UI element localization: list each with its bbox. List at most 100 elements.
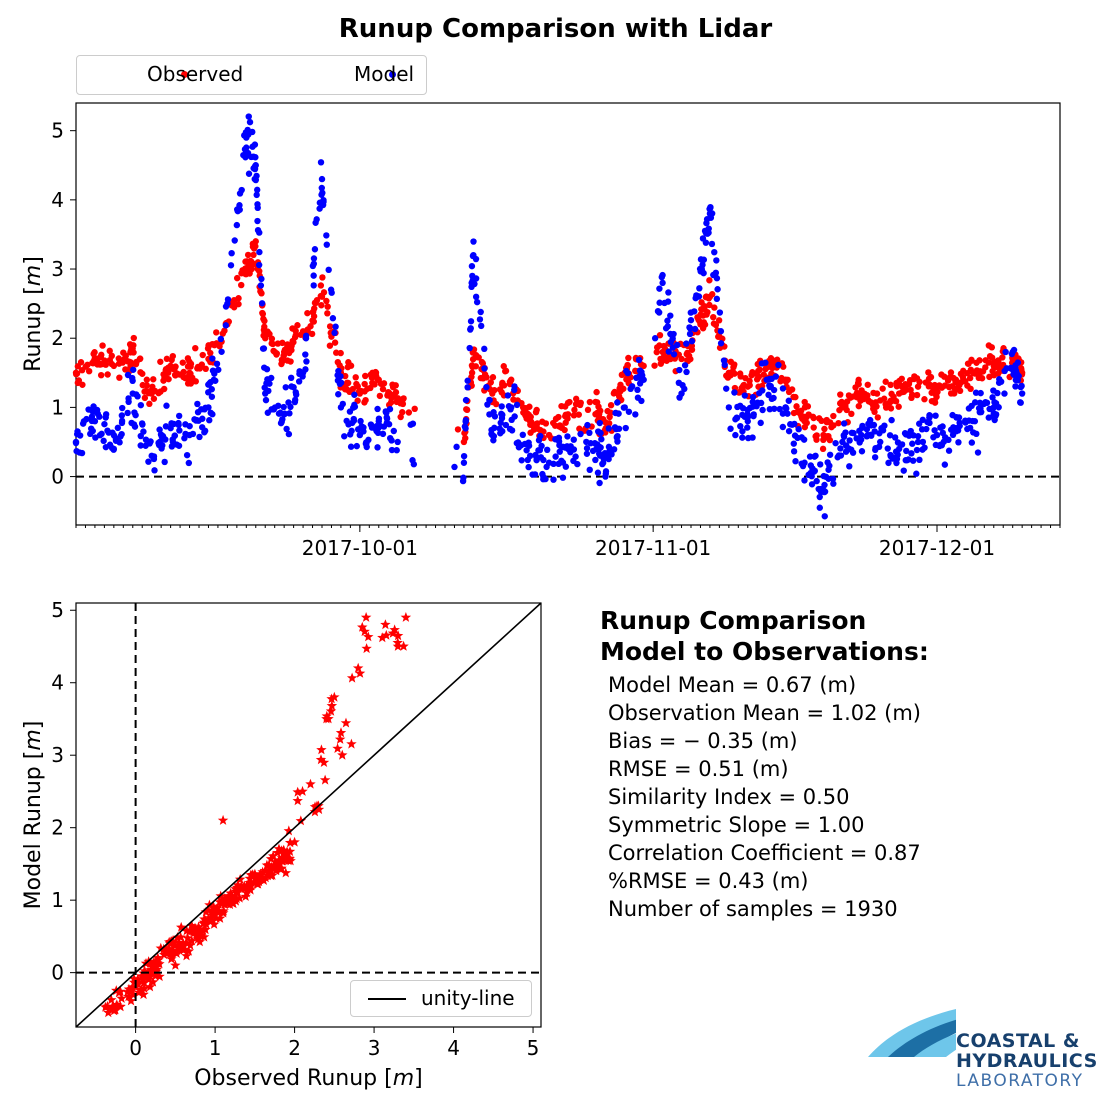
data-point xyxy=(959,373,967,381)
data-point xyxy=(283,425,290,433)
data-point xyxy=(114,424,122,432)
data-point xyxy=(817,461,824,468)
data-point xyxy=(859,422,866,430)
data-point xyxy=(887,397,894,404)
star-marker xyxy=(326,700,338,711)
star-marker xyxy=(176,921,187,932)
star-marker xyxy=(211,903,222,914)
data-point xyxy=(213,329,220,336)
data-point xyxy=(757,419,764,427)
data-point xyxy=(478,322,485,330)
data-point xyxy=(369,379,376,387)
data-point xyxy=(819,445,827,453)
data-point xyxy=(972,389,980,396)
data-point xyxy=(85,406,92,413)
data-point xyxy=(792,458,799,465)
data-point xyxy=(289,325,296,332)
data-point xyxy=(888,390,895,398)
data-point xyxy=(577,430,584,438)
star-marker xyxy=(206,915,217,926)
star-marker xyxy=(102,1000,113,1011)
data-point xyxy=(287,403,294,411)
data-point xyxy=(621,404,628,411)
data-point xyxy=(1012,376,1020,384)
data-point xyxy=(199,351,206,359)
data-point xyxy=(928,397,936,405)
data-point xyxy=(711,248,718,256)
data-point xyxy=(1002,348,1009,356)
star-marker xyxy=(151,956,162,966)
data-point xyxy=(224,296,232,303)
star-marker xyxy=(346,672,358,683)
data-point xyxy=(710,313,717,321)
data-point xyxy=(533,453,540,461)
data-point xyxy=(84,361,91,369)
data-point xyxy=(472,293,480,301)
data-point xyxy=(692,294,699,302)
star-marker xyxy=(166,935,178,946)
data-point xyxy=(347,443,355,450)
data-point xyxy=(744,424,751,431)
data-point xyxy=(537,426,544,434)
data-point xyxy=(309,262,317,270)
star-marker xyxy=(334,733,346,744)
data-point xyxy=(170,420,177,428)
data-point xyxy=(612,409,619,417)
data-point xyxy=(291,398,299,406)
data-point xyxy=(97,353,104,361)
data-point xyxy=(543,446,551,454)
data-point xyxy=(252,176,260,184)
data-point xyxy=(110,445,118,453)
star-marker xyxy=(154,971,165,982)
data-point xyxy=(362,396,369,404)
data-point xyxy=(292,331,300,339)
data-point xyxy=(497,419,504,426)
star-marker xyxy=(289,836,300,847)
star-marker xyxy=(151,961,162,972)
data-point xyxy=(977,389,984,397)
star-marker xyxy=(292,786,303,797)
data-point xyxy=(367,384,374,392)
data-point xyxy=(808,481,816,488)
data-point xyxy=(913,470,920,477)
data-point xyxy=(709,291,716,298)
model-series xyxy=(72,113,1026,520)
data-point xyxy=(187,363,194,370)
data-point xyxy=(914,438,922,446)
data-point xyxy=(586,466,593,474)
data-point xyxy=(606,413,613,421)
x-tick-label: 0 xyxy=(129,1036,142,1060)
data-point xyxy=(736,370,744,377)
data-point xyxy=(893,383,901,390)
data-point xyxy=(97,371,105,379)
star-marker xyxy=(150,966,162,977)
data-point xyxy=(887,381,894,389)
data-point xyxy=(334,372,341,379)
data-point xyxy=(754,399,761,406)
data-point xyxy=(710,320,718,327)
data-point xyxy=(688,342,696,350)
data-point xyxy=(640,362,647,370)
data-point xyxy=(256,229,263,236)
data-point xyxy=(750,412,757,420)
star-marker xyxy=(186,935,197,946)
data-point xyxy=(332,323,339,330)
data-point xyxy=(825,432,832,440)
data-point xyxy=(681,362,689,369)
star-marker xyxy=(346,738,357,749)
data-point xyxy=(246,118,254,126)
data-point xyxy=(260,315,267,323)
star-marker xyxy=(231,882,243,893)
data-point xyxy=(550,476,557,483)
data-point xyxy=(263,366,271,373)
data-point xyxy=(163,402,170,409)
observed-series xyxy=(72,238,1026,453)
data-point xyxy=(460,474,467,481)
observed-marker-icon xyxy=(181,71,188,78)
data-point xyxy=(832,439,839,447)
data-point xyxy=(782,378,790,385)
data-point xyxy=(687,316,695,324)
star-marker xyxy=(361,643,372,654)
data-point xyxy=(681,385,688,393)
data-point xyxy=(941,373,948,380)
